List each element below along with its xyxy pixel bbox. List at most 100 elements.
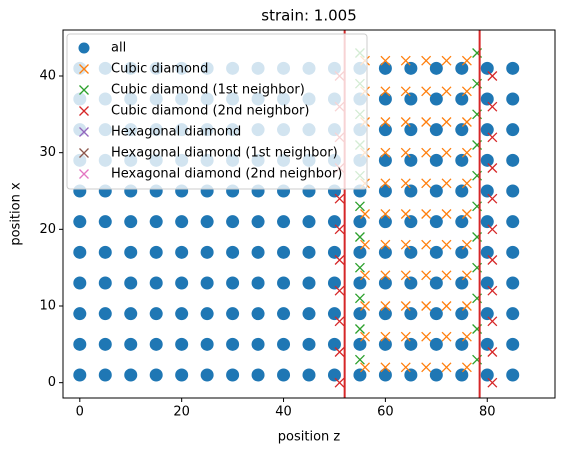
point [380, 209, 391, 219]
legend-marker [79, 106, 89, 116]
point [334, 255, 345, 265]
point [378, 61, 392, 75]
point [360, 209, 370, 219]
point [327, 307, 341, 321]
point [360, 239, 370, 250]
point [149, 337, 163, 351]
point [334, 316, 345, 327]
point [251, 276, 265, 290]
point [98, 337, 112, 351]
point [378, 184, 392, 198]
y-axis-label: position x [9, 182, 24, 246]
point [334, 193, 345, 204]
point [251, 307, 265, 321]
point [400, 209, 411, 219]
point [380, 55, 391, 66]
point [73, 368, 87, 382]
point [378, 123, 392, 137]
point [277, 215, 291, 229]
point [429, 276, 443, 290]
point [506, 123, 520, 137]
point [506, 215, 520, 229]
point [302, 215, 316, 229]
point [480, 307, 494, 321]
point [302, 368, 316, 382]
point [354, 262, 365, 273]
point [487, 285, 498, 296]
point [455, 215, 469, 229]
point [73, 276, 87, 290]
point [455, 61, 469, 75]
point [421, 117, 432, 127]
point [506, 61, 520, 75]
point [353, 245, 367, 259]
point [175, 337, 189, 351]
point [506, 184, 520, 198]
y-tick-label: 10 [39, 299, 56, 314]
point [400, 55, 411, 66]
point [378, 307, 392, 321]
point [380, 239, 391, 250]
point [334, 347, 345, 357]
point [461, 270, 472, 281]
point [421, 209, 432, 219]
point [480, 245, 494, 259]
point [251, 245, 265, 259]
legend-label: Cubic diamond (2nd neighbor) [111, 104, 309, 119]
point [149, 215, 163, 229]
point [277, 337, 291, 351]
legend [66, 33, 368, 190]
point [461, 147, 472, 158]
point [149, 276, 163, 290]
point [480, 123, 494, 137]
point [441, 331, 452, 342]
point [226, 245, 240, 259]
point [378, 368, 392, 382]
point [378, 245, 392, 259]
point [378, 215, 392, 229]
point [200, 245, 214, 259]
point [487, 132, 498, 143]
point [175, 307, 189, 321]
point [302, 245, 316, 259]
point [455, 368, 469, 382]
point [480, 276, 494, 290]
point [461, 331, 472, 342]
point [421, 301, 432, 311]
point [98, 368, 112, 382]
point [200, 368, 214, 382]
legend-marker [79, 64, 89, 74]
point [226, 337, 240, 351]
point [429, 337, 443, 351]
point [277, 368, 291, 382]
x-tick-label: 20 [173, 405, 190, 420]
point [429, 245, 443, 259]
point [380, 331, 391, 342]
point [360, 301, 370, 311]
point [421, 55, 432, 66]
point [200, 276, 214, 290]
legend-marker [78, 42, 90, 54]
point [441, 178, 452, 189]
point [124, 337, 138, 351]
x-axis-label: position z [278, 430, 341, 445]
point [73, 215, 87, 229]
point [175, 245, 189, 259]
point [226, 307, 240, 321]
point [380, 178, 391, 189]
point [334, 377, 345, 388]
point [251, 368, 265, 382]
point [441, 147, 452, 158]
point [506, 153, 520, 167]
point [226, 368, 240, 382]
point [124, 215, 138, 229]
point [400, 362, 411, 373]
point [404, 123, 418, 137]
point [380, 117, 391, 127]
legend-marker [79, 148, 89, 158]
point [327, 276, 341, 290]
point [455, 92, 469, 106]
legend-marker [79, 169, 89, 179]
point [378, 337, 392, 351]
point [400, 178, 411, 189]
